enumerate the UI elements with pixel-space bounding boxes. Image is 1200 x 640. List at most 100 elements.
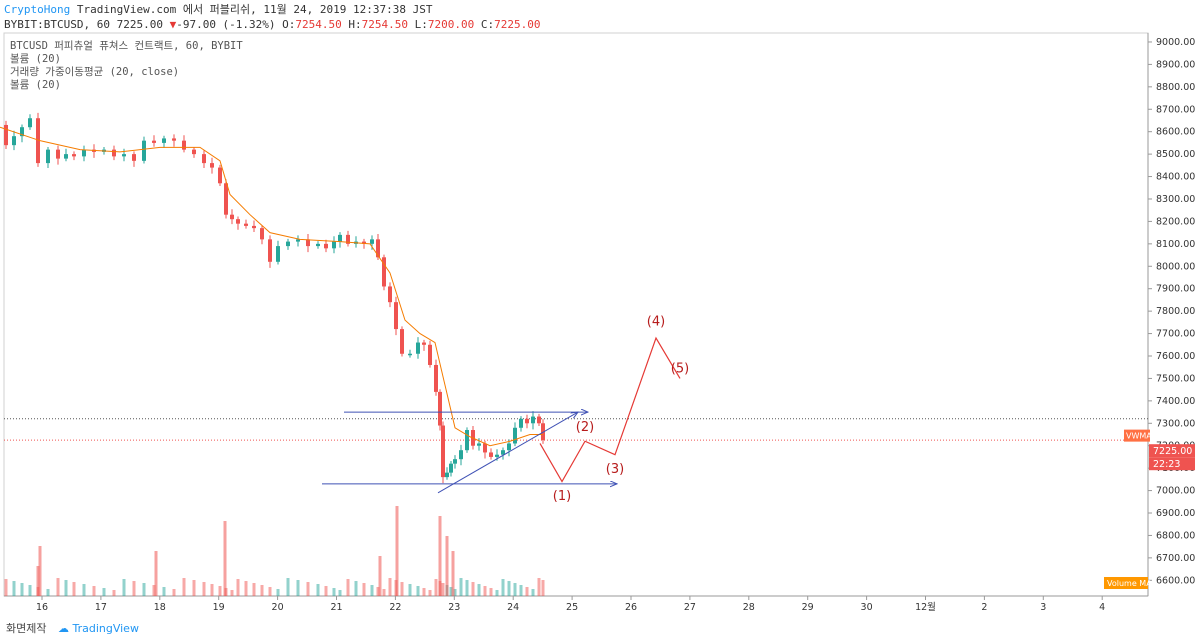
candle-body bbox=[306, 239, 310, 247]
high-value: 7254.50 bbox=[361, 18, 409, 31]
candle-body bbox=[202, 154, 206, 164]
symbol-label: BYBIT:BTCUSD, 60 bbox=[4, 18, 110, 31]
y-tick-label: 8000.00 bbox=[1156, 261, 1195, 272]
candle-body bbox=[513, 427, 517, 444]
x-tick-label: 2 bbox=[981, 602, 987, 613]
volume-bar bbox=[495, 590, 499, 596]
legend-volume[interactable]: 볼륨 (20) bbox=[10, 53, 61, 65]
y-tick-label: 8800.00 bbox=[1156, 82, 1195, 93]
volume-bar bbox=[483, 586, 487, 596]
candle-body bbox=[244, 223, 248, 226]
volume-bar bbox=[382, 589, 386, 596]
volume-bar bbox=[64, 580, 68, 596]
volume-bar bbox=[192, 580, 196, 596]
candle-body bbox=[477, 443, 481, 446]
volume-bar bbox=[507, 581, 511, 596]
candle-body bbox=[388, 286, 392, 303]
volume-bar bbox=[501, 579, 505, 596]
candle-body bbox=[422, 342, 426, 345]
volume-bar bbox=[236, 579, 240, 596]
volume-bar bbox=[28, 585, 32, 596]
low-value: 7200.00 bbox=[427, 18, 475, 31]
volume-bar bbox=[72, 582, 76, 596]
candle-body bbox=[449, 463, 453, 473]
candle-body bbox=[260, 228, 264, 240]
volume-bar bbox=[112, 590, 116, 596]
timer-badge: 22:23 bbox=[1153, 459, 1180, 470]
last-price: 7225.00 bbox=[116, 18, 163, 31]
y-tick-label: 9000.00 bbox=[1156, 37, 1195, 48]
y-tick-label: 8200.00 bbox=[1156, 216, 1195, 227]
volume-bar bbox=[465, 580, 469, 596]
candle-body bbox=[501, 450, 505, 455]
down-arrow-icon: ▼ bbox=[169, 18, 177, 31]
vwma-badge-bg bbox=[1124, 429, 1150, 442]
x-tick-label: 3 bbox=[1040, 602, 1046, 613]
indicator-legend: BTCUSD 퍼피츄얼 퓨쳐스 컨트랙트, 60, BYBIT 볼륨 (20) … bbox=[10, 40, 243, 92]
volume-bar bbox=[286, 578, 290, 596]
y-tick-label: 6900.00 bbox=[1156, 508, 1195, 519]
candle-body bbox=[483, 443, 487, 453]
volume-bar bbox=[182, 578, 186, 596]
legend-symbol[interactable]: BTCUSD 퍼피츄얼 퓨쳐스 컨트랙트, 60, BYBIT bbox=[10, 40, 243, 52]
legend-volume-2[interactable]: 볼륨 (20) bbox=[10, 79, 61, 91]
volume-bar bbox=[370, 585, 374, 596]
volume-bar bbox=[332, 588, 336, 596]
volume-bar bbox=[252, 583, 256, 596]
volume-bar bbox=[46, 589, 50, 596]
tradingview-brand: TradingView bbox=[72, 622, 139, 635]
x-tick-label: 16 bbox=[36, 602, 48, 613]
y-tick-label: 8500.00 bbox=[1156, 149, 1195, 160]
high-label: H: bbox=[348, 18, 362, 31]
price-change: -97.00 (-1.32%) bbox=[176, 18, 276, 31]
candle-body bbox=[338, 234, 342, 242]
candle-body bbox=[192, 149, 196, 155]
candle-body bbox=[408, 353, 412, 356]
volume-bar bbox=[92, 586, 96, 596]
candle-body bbox=[46, 149, 50, 164]
volume-bar bbox=[142, 583, 146, 596]
wave-label: (4) bbox=[647, 315, 665, 330]
candle-body bbox=[324, 243, 328, 249]
candle-body bbox=[82, 149, 86, 157]
volume-bar bbox=[422, 588, 426, 596]
candle-body bbox=[182, 140, 186, 150]
volume-bar bbox=[477, 584, 481, 596]
volume-bar bbox=[210, 584, 214, 596]
low-label: L: bbox=[414, 18, 428, 31]
y-tick-label: 7400.00 bbox=[1156, 396, 1195, 407]
author-name[interactable]: CryptoHong bbox=[4, 3, 71, 16]
x-tick-label: 22 bbox=[389, 602, 401, 613]
x-tick-label: 27 bbox=[684, 602, 696, 613]
candle-body bbox=[4, 124, 8, 146]
candle-body bbox=[28, 118, 32, 128]
tradingview-logo[interactable]: ☁ TradingView bbox=[58, 622, 139, 635]
volume-bar bbox=[453, 589, 457, 596]
volume-bar bbox=[82, 584, 86, 596]
x-tick-label: 17 bbox=[95, 602, 107, 613]
volume-bar bbox=[441, 583, 445, 596]
candle-body bbox=[132, 154, 136, 161]
volume-spike-bar bbox=[36, 566, 40, 596]
tradingview-cloud-icon: ☁ bbox=[57, 622, 69, 635]
open-value: 7254.50 bbox=[295, 18, 342, 31]
candle-body bbox=[525, 418, 529, 424]
timer-badge-bg bbox=[1149, 457, 1195, 471]
publish-line: CryptoHong TradingView.com 에서 퍼블리쉬, 11월 … bbox=[4, 2, 1134, 17]
candle-body bbox=[346, 234, 350, 244]
candle-body bbox=[162, 138, 166, 143]
volume-bar bbox=[513, 583, 517, 596]
footer-caption: 화면제작 bbox=[6, 622, 47, 635]
candle-body bbox=[72, 154, 76, 157]
candle-body bbox=[316, 243, 320, 247]
candle-body bbox=[64, 154, 68, 159]
volume-bar bbox=[324, 586, 328, 596]
volume-bar bbox=[306, 582, 310, 596]
ohlc-line: BYBIT:BTCUSD, 60 7225.00 ▼-97.00 (-1.32%… bbox=[4, 17, 1134, 32]
price-badge: 7225.00 bbox=[1153, 446, 1192, 457]
y-tick-label: 8600.00 bbox=[1156, 127, 1195, 138]
volume-bar bbox=[376, 587, 380, 596]
legend-vwma[interactable]: 거래량 가중이동평균 (20, close) bbox=[10, 66, 180, 78]
volume-bar bbox=[122, 579, 126, 596]
